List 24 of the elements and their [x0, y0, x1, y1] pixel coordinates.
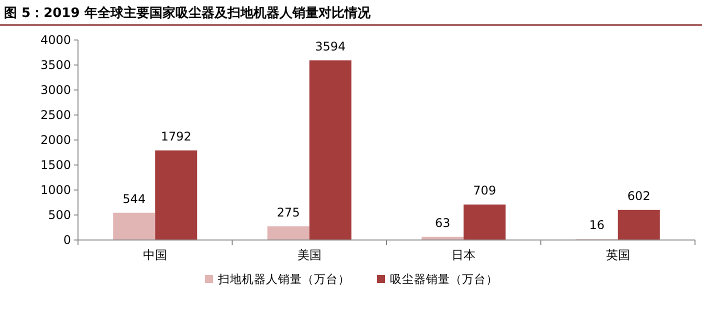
- data-label: 544: [122, 192, 146, 206]
- data-label: 3594: [315, 39, 346, 54]
- y-tick-label: 1000: [40, 183, 71, 197]
- data-label: 1792: [160, 129, 192, 144]
- y-tick-label: 2500: [40, 108, 71, 122]
- data-label: 275: [276, 205, 300, 220]
- chart-title: 图 5：2019 年全球主要国家吸尘器及扫地机器人销量对比情况: [4, 5, 372, 21]
- y-tick-label: 4000: [40, 33, 71, 47]
- x-tick-label: 美国: [297, 248, 322, 262]
- data-label: 16: [589, 218, 605, 232]
- y-tick-label: 2000: [40, 133, 71, 147]
- y-tick-label: 500: [48, 208, 71, 222]
- data-label: 602: [627, 188, 650, 203]
- x-tick-label: 英国: [606, 248, 630, 262]
- data-label: 709: [473, 184, 496, 198]
- legend-label: 扫地机器人销量（万台）: [217, 272, 350, 286]
- x-tick-label: 日本: [452, 248, 476, 262]
- y-tick-label: 1500: [40, 158, 71, 172]
- legend-label: 吸尘器销量（万台）: [390, 272, 498, 286]
- data-label: 63: [434, 216, 450, 230]
- y-tick-label: 0: [63, 233, 71, 247]
- y-tick-label: 3000: [40, 83, 71, 97]
- y-tick-label: 3500: [40, 58, 71, 72]
- x-tick-label: 中国: [143, 248, 168, 262]
